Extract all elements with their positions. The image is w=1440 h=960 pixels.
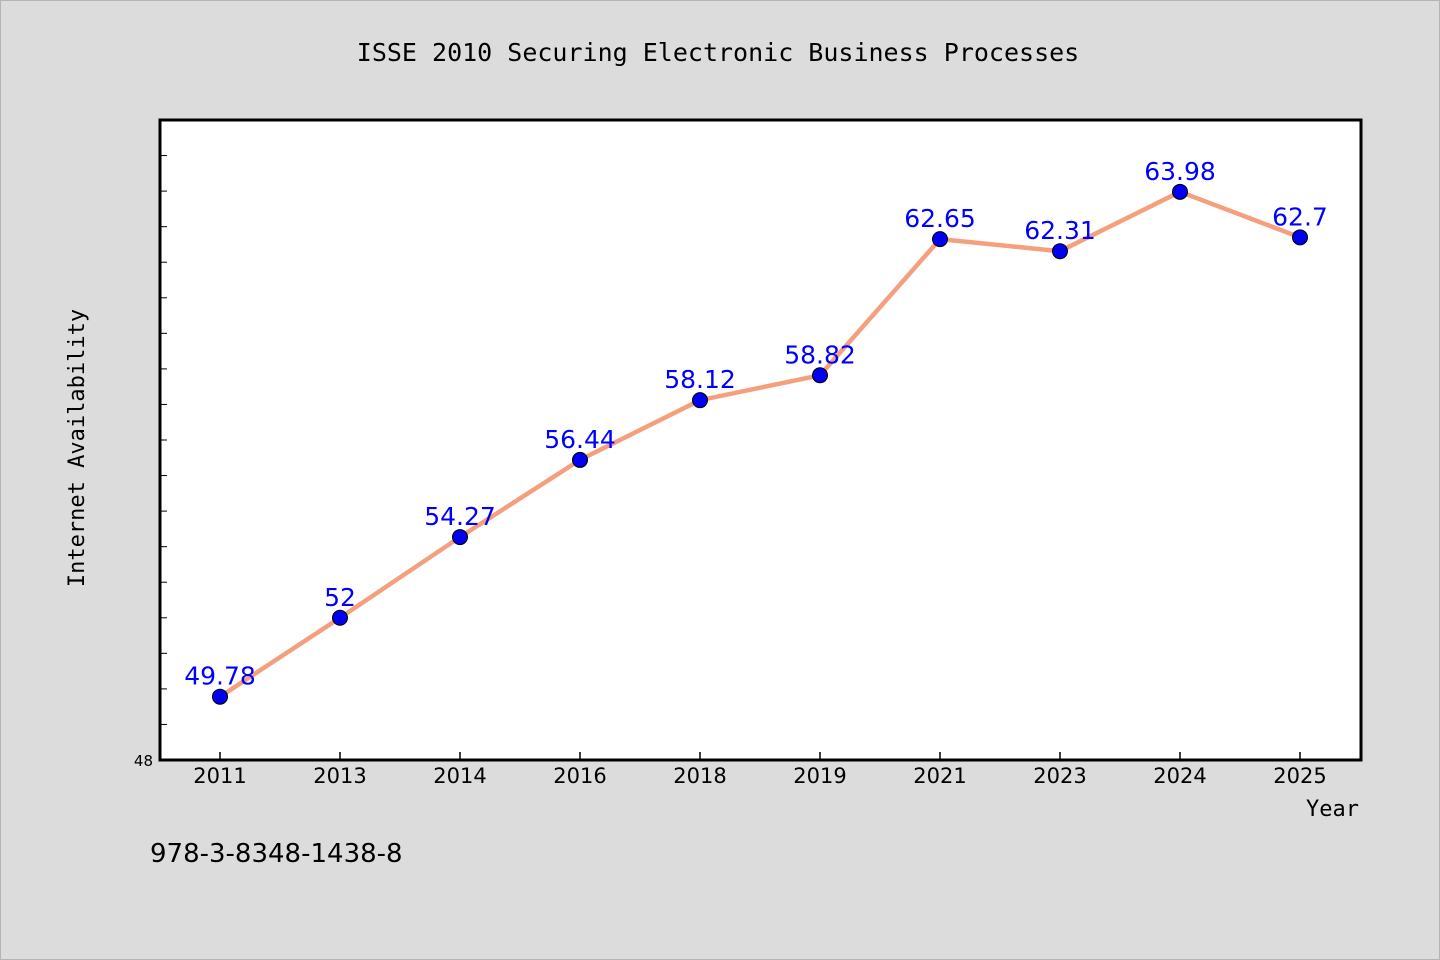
data-point (452, 529, 468, 546)
data-labels: 49.78 52 54.27 56.44 58.12 58.82 62.65 62.31 63.… (184, 157, 1328, 691)
plot-border (158, 118, 1363, 762)
data-point (332, 609, 348, 626)
data-label: 62.31 (1024, 216, 1096, 245)
data-point (1052, 243, 1068, 260)
x-tick-label: 2011 (193, 764, 246, 788)
y-axis-min-label: 48 (134, 752, 153, 770)
plot-area (160, 120, 1361, 760)
data-label: 58.82 (784, 340, 856, 369)
x-tick-label: 2018 (673, 764, 726, 788)
data-label: 63.98 (1144, 157, 1216, 186)
data-point (1292, 229, 1308, 246)
data-label: 56.44 (544, 425, 616, 454)
data-label: 54.27 (424, 502, 496, 531)
x-tick-label: 2024 (1153, 764, 1206, 788)
x-tick-label: 2019 (793, 764, 846, 788)
data-label: 62.7 (1272, 202, 1328, 231)
data-point (812, 367, 828, 384)
data-point (212, 688, 228, 705)
footnote-isbn: 978-3-8348-1438-8 (150, 839, 403, 869)
data-label: 62.65 (904, 204, 976, 233)
y-axis-label: Internet Availability (65, 309, 90, 587)
x-tick-label: 2016 (553, 764, 606, 788)
x-axis-label: Year (1306, 797, 1359, 822)
data-points (212, 183, 1308, 705)
chart-title: ISSE 2010 Securing Electronic Business P… (357, 38, 1079, 67)
x-tick-label: 2023 (1033, 764, 1086, 788)
data-label: 58.12 (664, 365, 736, 394)
data-point (692, 392, 708, 409)
data-point (1172, 183, 1188, 200)
x-tick-label: 2013 (313, 764, 366, 788)
series-line (218, 189, 1301, 699)
x-tick-label: 2014 (433, 764, 486, 788)
x-axis-ticks: 2011 2013 2014 2016 2018 2019 2021 2023 2024 2025 (193, 752, 1327, 788)
x-tick-label: 2025 (1273, 764, 1326, 788)
data-label: 49.78 (184, 662, 256, 691)
data-label: 52 (324, 583, 356, 612)
x-tick-label: 2021 (913, 764, 966, 788)
data-point (932, 231, 948, 248)
data-point (572, 451, 588, 468)
